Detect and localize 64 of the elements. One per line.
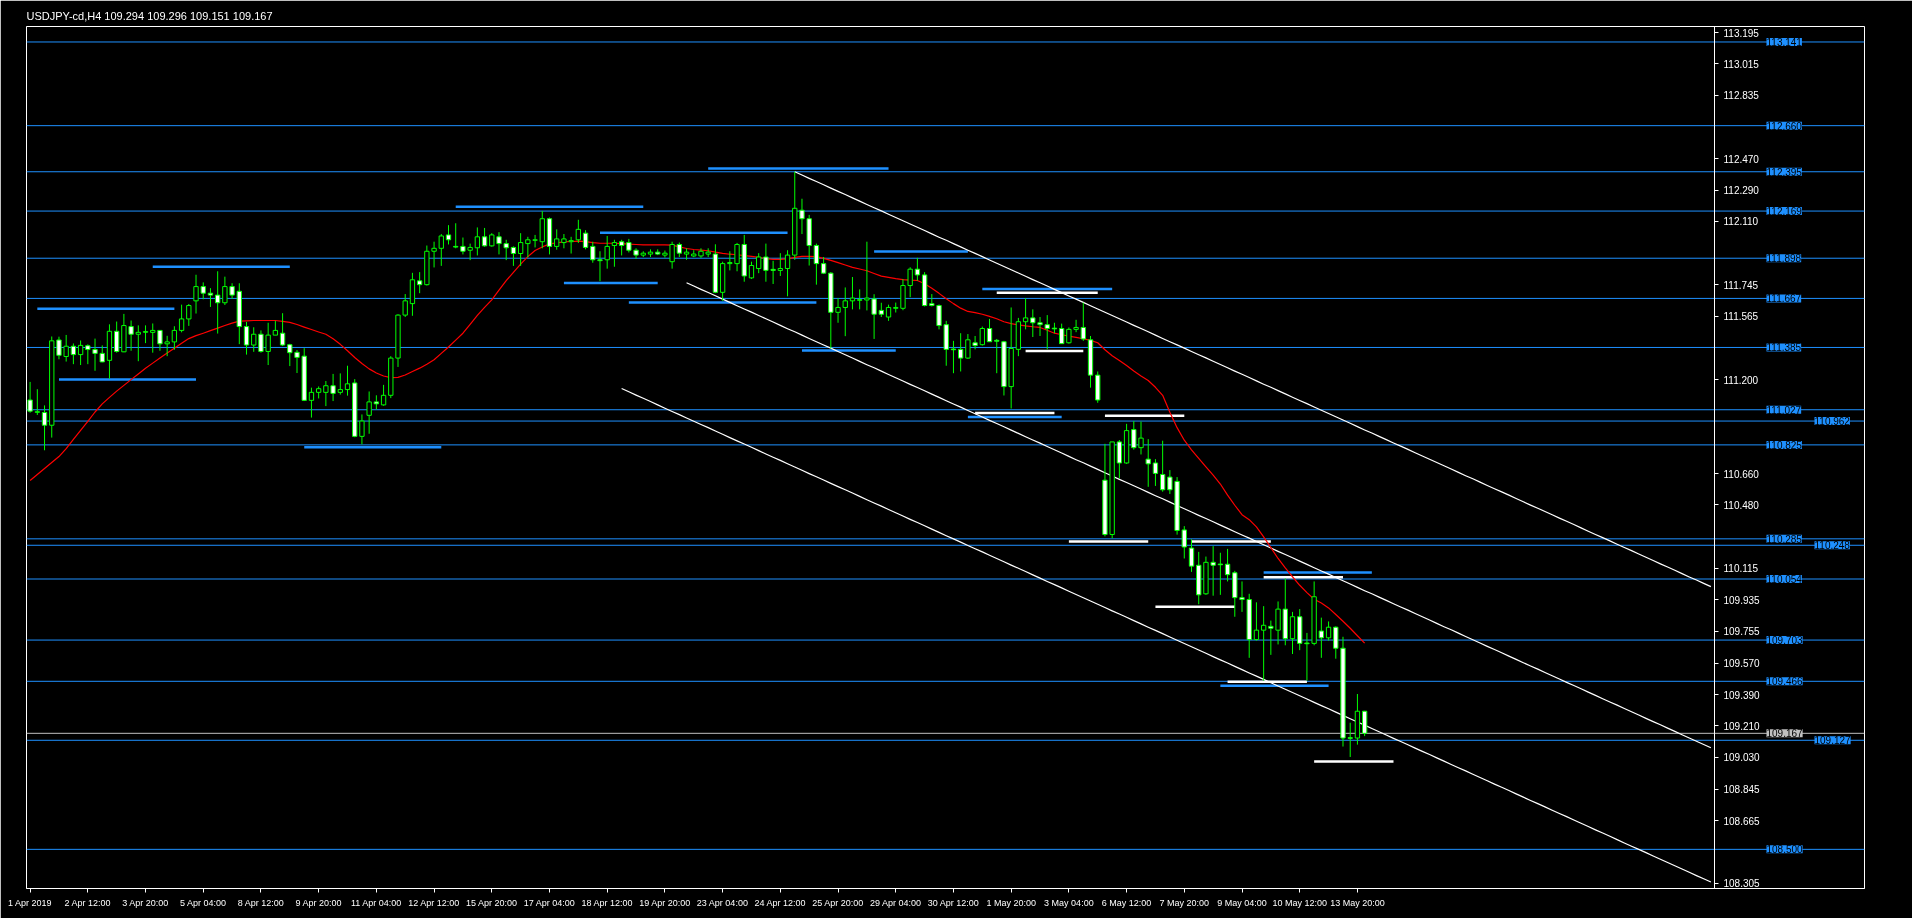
x-tick-label: 9 Apr 20:00 (295, 897, 342, 908)
x-tick-label: 12 Apr 12:00 (408, 897, 460, 908)
ref-line-label: 111.027 (1766, 404, 1802, 416)
x-tick-label: 24 Apr 12:00 (754, 897, 806, 908)
x-tick-label: 8 Apr 12:00 (237, 897, 284, 908)
y-tick-label: 113.015 (1723, 58, 1760, 70)
y-tick-label: 108.305 (1723, 878, 1761, 890)
ref-line-label: 109.703 (1766, 635, 1804, 647)
y-tick-label: 111.565 (1723, 311, 1759, 323)
x-tick-label: 1 Apr 2019 (8, 897, 52, 908)
x-tick-label: 15 Apr 20:00 (466, 897, 518, 908)
y-tick-label: 112.470 (1723, 153, 1760, 165)
ref-line-label: 111.385 (1766, 342, 1802, 354)
y-tick-label: 110.480 (1723, 499, 1760, 511)
x-tick-label: 5 Apr 04:00 (179, 897, 227, 908)
ref-line-label: 110.054 (1766, 574, 1803, 586)
ref-line-label: 112.169 (1766, 206, 1803, 218)
x-tick-label: 25 Apr 20:00 (812, 897, 864, 908)
y-tick-label: 109.030 (1723, 752, 1761, 764)
ref-line-label: 111.898 (1766, 253, 1802, 265)
ref-line-label: 112.660 (1766, 120, 1803, 132)
x-tick-label: 23 Apr 04:00 (696, 897, 748, 908)
y-tick-label: 111.745 (1723, 279, 1759, 291)
x-tick-label: 29 Apr 04:00 (869, 897, 922, 908)
y-tick-label: 112.110 (1723, 216, 1759, 228)
y-tick-label: 109.755 (1723, 626, 1761, 638)
ref-line-label: 113.141 (1766, 36, 1803, 48)
x-tick-label: 13 May 20:00 (1330, 897, 1385, 908)
x-tick-label: 11 Apr 04:00 (350, 897, 402, 908)
y-tick-label: 111.200 (1723, 374, 1759, 386)
x-tick-label: 9 May 04:00 (1217, 897, 1267, 908)
y-tick-label: 108.665 (1723, 815, 1761, 827)
x-tick-label: 7 May 20:00 (1159, 897, 1210, 908)
x-tick-label: 10 May 12:00 (1272, 897, 1327, 908)
y-tick-label: 112.290 (1723, 185, 1760, 197)
y-tick-label: 109.210 (1723, 720, 1761, 732)
ref-line-label: 112.395 (1766, 166, 1803, 178)
ref-line-label: 109.466 (1766, 676, 1804, 688)
y-tick-label: 109.570 (1723, 658, 1761, 670)
x-tick-label: 30 Apr 12:00 (927, 897, 979, 908)
y-tick-label: 110.660 (1723, 468, 1760, 480)
y-tick-label: 109.935 (1723, 594, 1761, 606)
x-tick-label: 17 Apr 04:00 (523, 897, 575, 908)
ref-line-label: 110.962 (1814, 416, 1851, 428)
ref-line-label: 109.127 (1814, 735, 1852, 747)
chart-title: USDJPY-cd,H4 109.294 109.296 109.151 109.167 (26, 9, 273, 22)
x-tick-label: 3 May 04:00 (1044, 897, 1094, 908)
x-tick-label: 1 May 20:00 (986, 897, 1036, 908)
ref-line-label: 111.667 (1766, 293, 1802, 305)
ref-line-label: 108.500 (1766, 844, 1804, 856)
y-tick-label: 108.845 (1723, 784, 1761, 796)
y-tick-label: 109.390 (1723, 689, 1761, 701)
x-tick-label: 2 Apr 12:00 (64, 897, 111, 908)
ref-line-label: 110.285 (1766, 533, 1803, 545)
ref-line-label: 109.167 (1766, 728, 1804, 740)
x-tick-label: 6 May 12:00 (1101, 897, 1152, 908)
x-tick-label: 18 Apr 12:00 (581, 897, 633, 908)
y-tick-label: 113.195 (1723, 27, 1760, 39)
y-tick-label: 110.115 (1723, 563, 1759, 575)
ref-line-label: 110.825 (1766, 439, 1803, 451)
y-tick-label: 112.835 (1723, 90, 1760, 102)
ref-line-label: 110.248 (1814, 540, 1851, 552)
x-tick-label: 19 Apr 20:00 (639, 897, 691, 908)
x-tick-label: 3 Apr 20:00 (122, 897, 169, 908)
